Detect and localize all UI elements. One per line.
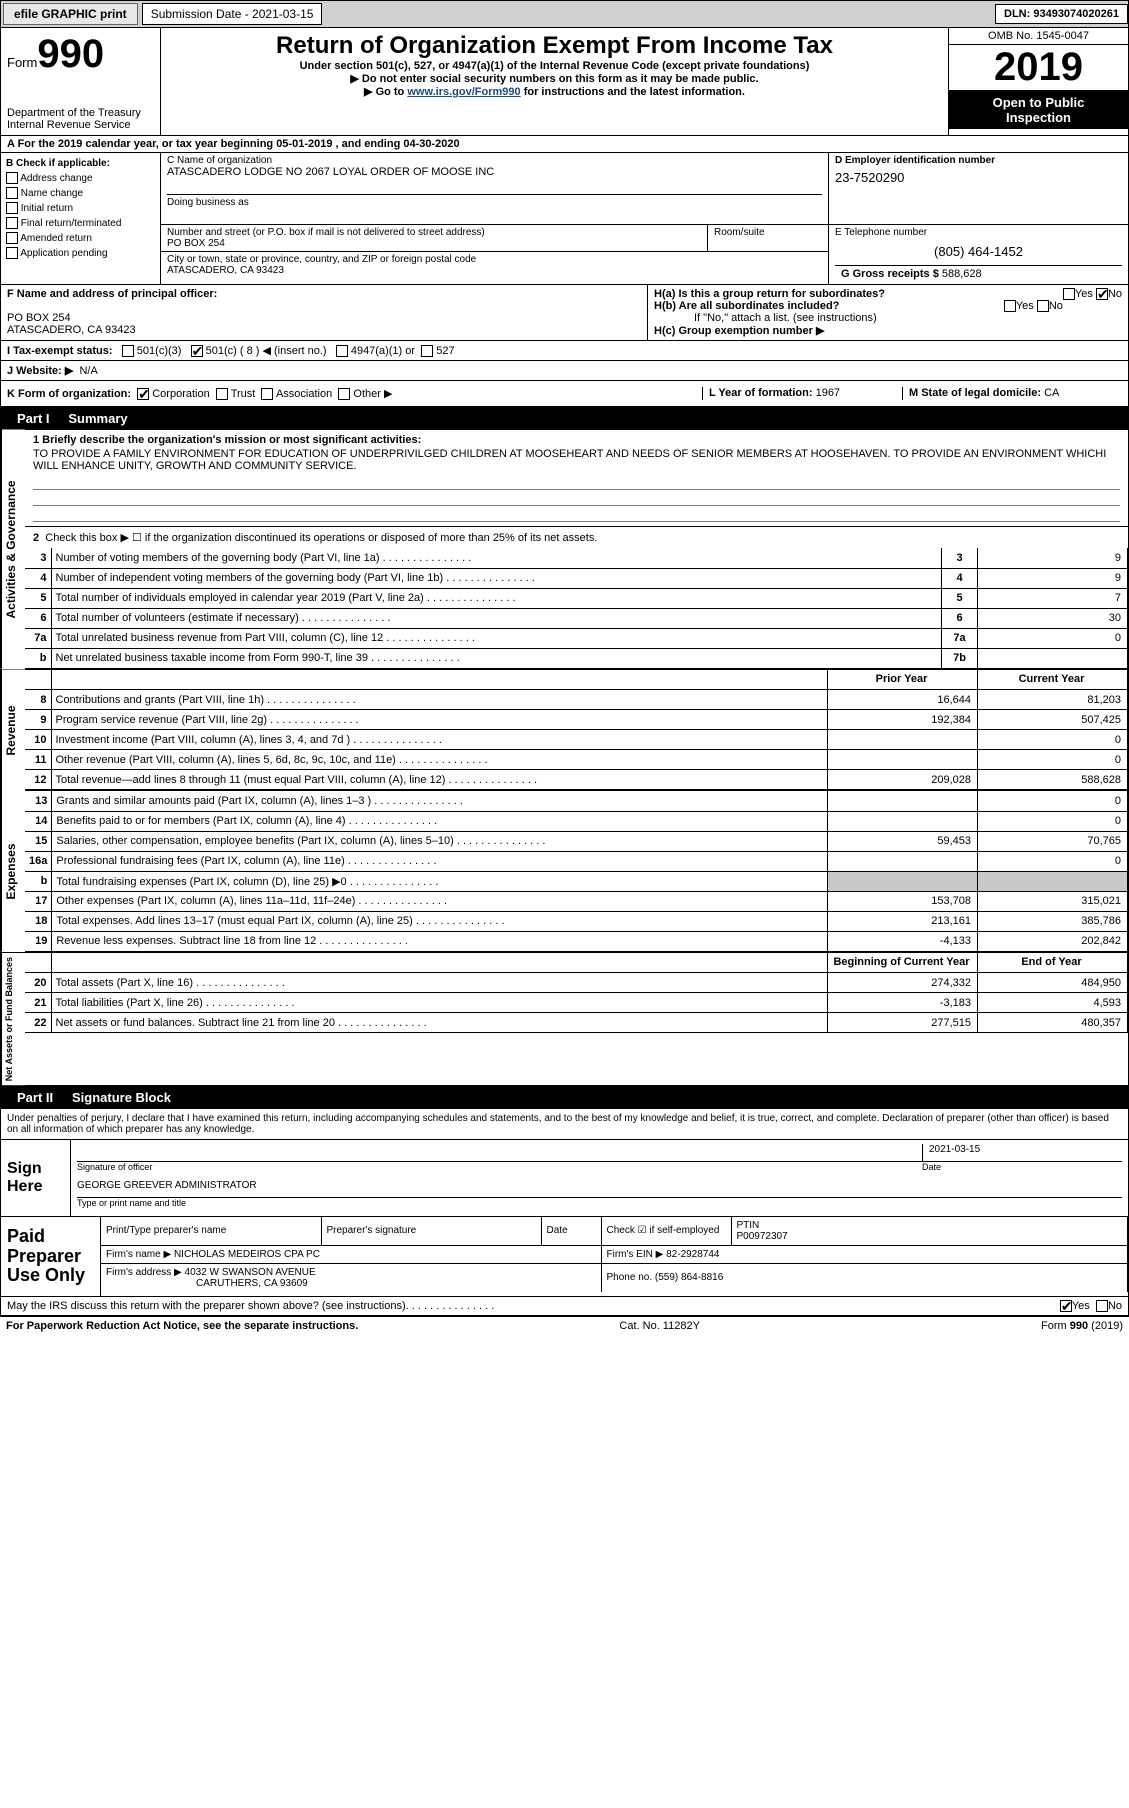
subtitle-3: ▶ Go to www.irs.gov/Form990 for instruct… — [169, 85, 940, 98]
subtitle-2: ▶ Do not enter social security numbers o… — [169, 72, 940, 85]
form990-link[interactable]: www.irs.gov/Form990 — [407, 86, 520, 98]
part1-revenue: Revenue Prior YearCurrent Year8Contribut… — [0, 670, 1129, 792]
part1-expenses: Expenses 13Grants and similar amounts pa… — [0, 791, 1129, 953]
page-footer: For Paperwork Reduction Act Notice, see … — [0, 1316, 1129, 1335]
org-name: ATASCADERO LODGE NO 2067 LOYAL ORDER OF … — [167, 166, 822, 178]
city-state-zip: City or town, state or province, country… — [161, 252, 828, 278]
tax-year: 2019 — [949, 45, 1128, 90]
penalty-statement: Under penalties of perjury, I declare th… — [0, 1109, 1129, 1140]
revenue-table: Prior YearCurrent Year8Contributions and… — [25, 670, 1128, 791]
row-j-website: J Website: ▶ N/A — [0, 361, 1129, 381]
street-address: Number and street (or P.O. box if mail i… — [161, 225, 708, 251]
side-governance: Activities & Governance — [1, 430, 25, 669]
row-i-tax-status: I Tax-exempt status: 501(c)(3) 501(c) ( … — [0, 341, 1129, 361]
part1-netassets: Net Assets or Fund Balances Beginning of… — [0, 953, 1129, 1086]
netassets-table: Beginning of Current YearEnd of Year20To… — [25, 953, 1128, 1034]
sign-here-block: Sign Here 2021-03-15 Signature of office… — [0, 1140, 1129, 1217]
mission-text: TO PROVIDE A FAMILY ENVIRONMENT FOR EDUC… — [33, 446, 1120, 474]
part-2-header: Part II Signature Block — [0, 1086, 1129, 1109]
form-number: Form990 — [7, 32, 154, 77]
side-expenses: Expenses — [1, 791, 25, 952]
room-suite: Room/suite — [708, 225, 828, 251]
form-header: Form990 Department of the Treasury Inter… — [0, 28, 1129, 136]
ein-block: D Employer identification number 23-7520… — [828, 153, 1128, 224]
dept-label: Department of the Treasury — [7, 107, 154, 119]
tax-year-row: A For the 2019 calendar year, or tax yea… — [0, 136, 1129, 153]
side-netassets: Net Assets or Fund Balances — [1, 953, 25, 1085]
identity-grid: B Check if applicable: Address change Na… — [0, 153, 1129, 285]
submission-date: Submission Date - 2021-03-15 — [142, 3, 323, 25]
ein-value: 23-7520290 — [835, 166, 1122, 185]
form-title: Return of Organization Exempt From Incom… — [169, 32, 940, 60]
efile-button[interactable]: efile GRAPHIC print — [3, 3, 138, 25]
irs-label: Internal Revenue Service — [7, 119, 154, 131]
open-public: Open to PublicInspection — [949, 90, 1128, 129]
part1-governance: Activities & Governance 1 Briefly descri… — [0, 430, 1129, 670]
side-revenue: Revenue — [1, 670, 25, 791]
part-1-header: Part I Summary — [0, 407, 1129, 430]
row-f: F Name and address of principal officer:… — [0, 285, 1129, 341]
governance-table: 3Number of voting members of the governi… — [25, 548, 1128, 669]
row-k: K Form of organization: Corporation Trus… — [0, 381, 1129, 407]
subtitle-1: Under section 501(c), 527, or 4947(a)(1)… — [169, 60, 940, 72]
omb-number: OMB No. 1545-0047 — [949, 28, 1128, 45]
org-name-block: C Name of organization ATASCADERO LODGE … — [161, 153, 828, 224]
gross-receipts: G Gross receipts $ 588,628 — [835, 265, 1122, 282]
phone-block: E Telephone number (805) 464-1452 G Gros… — [828, 225, 1128, 284]
expenses-table: 13Grants and similar amounts paid (Part … — [25, 791, 1128, 952]
dln-label: DLN: 93493074020261 — [995, 4, 1128, 24]
top-bar: efile GRAPHIC print Submission Date - 20… — [0, 0, 1129, 28]
phone-value: (805) 464-1452 — [835, 238, 1122, 265]
discuss-row: May the IRS discuss this return with the… — [0, 1297, 1129, 1316]
paid-preparer-block: Paid Preparer Use Only Print/Type prepar… — [0, 1217, 1129, 1297]
col-b-checkboxes: B Check if applicable: Address change Na… — [1, 153, 161, 284]
